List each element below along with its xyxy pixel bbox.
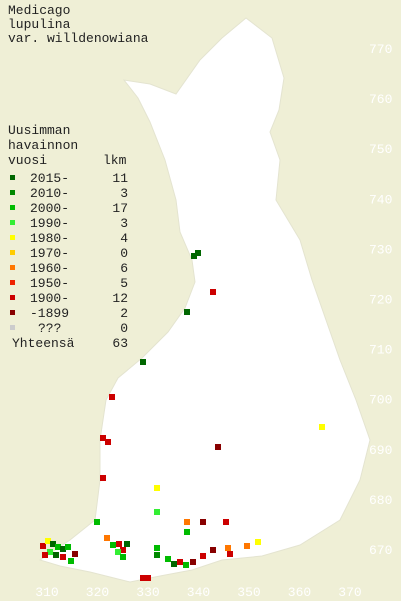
total-label: Yhteensä <box>12 336 75 351</box>
y-label: 720 <box>369 293 392 308</box>
legend-label: 2015- <box>30 171 69 186</box>
title-line: lupulina <box>8 17 71 32</box>
legend-swatch <box>10 295 15 300</box>
total-value: 63 <box>112 336 128 351</box>
legend-swatch <box>10 220 15 225</box>
x-label: 320 <box>86 585 109 600</box>
legend-count: 2 <box>120 306 128 321</box>
legend-swatch <box>10 280 15 285</box>
legend-count: 12 <box>112 291 128 306</box>
legend-label: 1960- <box>30 261 69 276</box>
legend-label: ??? <box>38 321 61 336</box>
legend-swatch <box>10 190 15 195</box>
legend-count: 11 <box>112 171 128 186</box>
y-label: 680 <box>369 493 392 508</box>
x-label: 340 <box>187 585 210 600</box>
legend-swatch <box>10 205 15 210</box>
legend-count: 17 <box>112 201 128 216</box>
legend-header: havainnon <box>8 138 78 153</box>
legend-swatch <box>10 310 15 315</box>
y-label: 770 <box>369 42 392 57</box>
legend-count: 0 <box>120 246 128 261</box>
legend-label: 1990- <box>30 216 69 231</box>
title-line: var. willdenowiana <box>8 31 149 46</box>
legend-label: 1950- <box>30 276 69 291</box>
legend-label: 1900- <box>30 291 69 306</box>
y-label: 740 <box>369 192 392 207</box>
legend-header: vuosi <box>8 153 47 168</box>
y-label: 670 <box>369 543 392 558</box>
x-label: 330 <box>136 585 159 600</box>
legend-swatch <box>10 175 15 180</box>
legend-swatch <box>10 235 15 240</box>
y-label: 700 <box>369 393 392 408</box>
legend-label: 2000- <box>30 201 69 216</box>
legend-label: 2010- <box>30 186 69 201</box>
y-label: 750 <box>369 142 392 157</box>
x-label: 350 <box>237 585 260 600</box>
legend-label: 1970- <box>30 246 69 261</box>
legend-count: 6 <box>120 261 128 276</box>
finland-outline <box>38 17 371 583</box>
legend-count: 3 <box>120 216 128 231</box>
y-label: 690 <box>369 443 392 458</box>
y-label: 710 <box>369 343 392 358</box>
legend-count: 0 <box>120 321 128 336</box>
legend-count-header: lkm <box>103 153 127 168</box>
legend-header: Uusimman <box>8 123 70 138</box>
y-label: 730 <box>369 242 392 257</box>
x-label: 360 <box>288 585 311 600</box>
legend-label: -1899 <box>30 306 69 321</box>
legend-count: 3 <box>120 186 128 201</box>
occurrence-points <box>40 250 325 581</box>
x-label: 310 <box>35 585 58 600</box>
title-line: Medicago <box>8 3 70 18</box>
legend-count: 4 <box>120 231 128 246</box>
legend-count: 5 <box>120 276 128 291</box>
x-label: 370 <box>338 585 361 600</box>
legend-swatch <box>10 250 15 255</box>
legend-swatch <box>10 325 15 330</box>
legend-label: 1980- <box>30 231 69 246</box>
legend-swatch <box>10 265 15 270</box>
y-label: 760 <box>369 92 392 107</box>
